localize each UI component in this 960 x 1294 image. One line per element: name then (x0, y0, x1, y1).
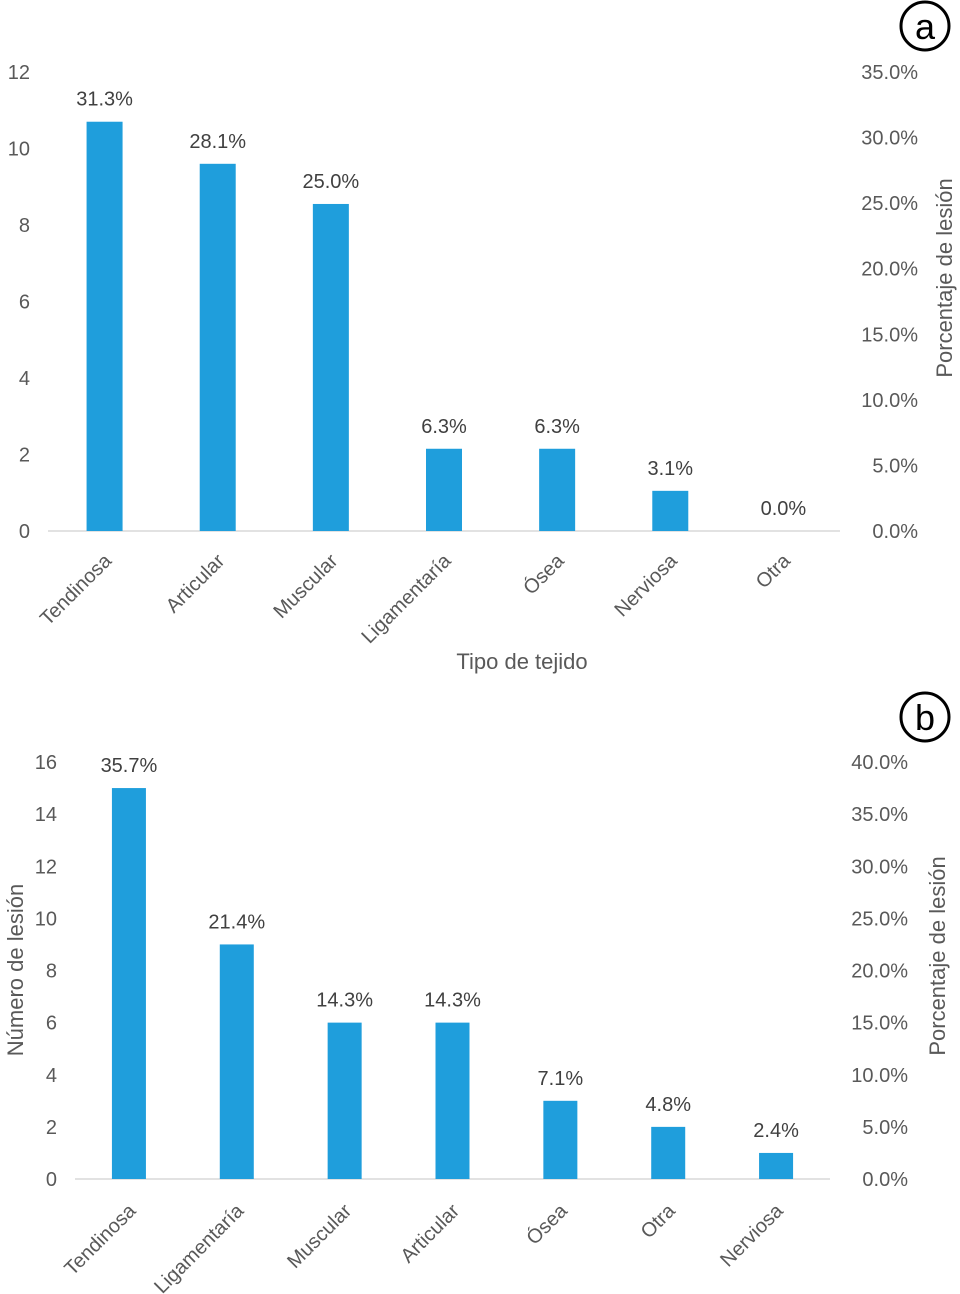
chart-b-y-tick-label: 2 (46, 1117, 57, 1139)
panel-b-letter-circle (899, 691, 951, 743)
chart-a-category-label: Ligamentaría (357, 549, 456, 648)
chart-b-y-tick-label: 0 (46, 1169, 57, 1191)
chart-a-y-tick-label: 8 (19, 215, 30, 237)
chart-b-data-label: 4.8% (645, 1094, 691, 1116)
chart-a-marks: 0 2 4 6 8 10 12 0.0% 5.0% 10.0% 15.0% 20.0% 25.0% 30.… (8, 62, 918, 648)
chart-b-y2-tick-label: 5.0% (862, 1117, 908, 1139)
chart-a-y2-tick-label: 20.0% (861, 259, 918, 281)
chart-b-data-label: 35.7% (101, 755, 158, 777)
chart-b-category-label: Ligamentaría (150, 1199, 249, 1294)
chart-b-bar (111, 788, 146, 1179)
chart-b-category-label: Nerviosa (716, 1199, 788, 1271)
chart-a-y2-tick-label: 30.0% (861, 128, 918, 150)
chart-a-y2-tick-label: 15.0% (861, 324, 918, 346)
chart-a-data-label: 6.3% (421, 416, 467, 438)
chart-a-y2-tick-label: 35.0% (861, 62, 918, 84)
chart-b: b 0 2 4 6 8 10 12 14 16 0.0% 5.0% 10.0% 15.0% 20.0% 25… (3, 691, 951, 1294)
chart-b-y2-tick-label: 15.0% (851, 1013, 908, 1035)
panel-b-letter: b (915, 697, 935, 738)
chart-a: a 0 2 4 6 8 10 12 0.0% 5.0% 10.0% 15.0% 20.0% 25.0% 3… (8, 0, 957, 674)
chart-a-data-label: 31.3% (76, 89, 133, 111)
chart-b-bar (543, 1100, 578, 1179)
chart-a-bar (86, 121, 123, 531)
chart-a-category-label: Articular (162, 550, 230, 618)
chart-b-y2-tick-label: 20.0% (851, 961, 908, 983)
chart-a-category-label: Muscular (269, 550, 342, 623)
chart-b-y2-tick-label: 40.0% (851, 752, 908, 774)
chart-b-category-label: Ósea (522, 1199, 573, 1250)
chart-a-data-label: 3.1% (647, 458, 693, 480)
chart-b-y2-tick-label: 0.0% (862, 1169, 908, 1191)
chart-a-category-label: Ósea (519, 549, 570, 600)
chart-b-data-label: 14.3% (424, 990, 481, 1012)
chart-b-category-label: Tendinosa (60, 1199, 141, 1280)
chart-a-y2-axis-title: Porcentaje de lesión (932, 178, 957, 377)
chart-b-y2-tick-label: 10.0% (851, 1065, 908, 1087)
chart-a-x-axis-title: Tipo de tejido (456, 649, 587, 674)
chart-b-marks: 0 2 4 6 8 10 12 14 16 0.0% 5.0% 10.0% 15.0% 20.0% 25.0… (35, 752, 908, 1294)
chart-b-data-label: 21.4% (208, 911, 265, 933)
chart-b-y-tick-label: 10 (35, 908, 57, 930)
chart-b-y2-axis-title: Porcentaje de lesión (925, 856, 950, 1055)
panel-a-letter-circle (899, 0, 951, 52)
chart-b-data-label: 2.4% (753, 1120, 799, 1142)
chart-b-category-label: Otra (637, 1199, 681, 1243)
chart-b-y2-tick-label: 30.0% (851, 856, 908, 878)
chart-a-bar (539, 448, 576, 531)
chart-a-y2-tick-label: 5.0% (872, 455, 918, 477)
panel-a-letter: a (915, 6, 936, 47)
chart-a-category-label: Otra (752, 549, 796, 593)
chart-a-y2-tick-label: 0.0% (872, 521, 918, 543)
chart-b-y-tick-label: 12 (35, 856, 57, 878)
chart-a-bar (426, 448, 462, 531)
chart-b-y-tick-label: 14 (35, 804, 57, 826)
chart-a-data-label: 6.3% (534, 416, 580, 438)
chart-a-y2-tick-label: 10.0% (861, 390, 918, 412)
chart-b-bar (327, 1022, 362, 1179)
chart-a-data-label: 25.0% (302, 171, 359, 193)
chart-b-data-label: 14.3% (316, 990, 373, 1012)
chart-b-y2-tick-label: 25.0% (851, 908, 908, 930)
chart-b-y-axis-title: Número de lesión (3, 884, 28, 1056)
chart-a-category-label: Tendinosa (36, 549, 117, 630)
chart-a-data-label: 0.0% (761, 498, 807, 520)
chart-b-category-label: Muscular (283, 1200, 356, 1273)
chart-b-bar (651, 1126, 686, 1179)
chart-a-bar (312, 203, 349, 531)
chart-a-y2-tick-label: 25.0% (861, 193, 918, 215)
chart-a-y-tick-label: 2 (19, 445, 30, 467)
chart-a-y-tick-label: 0 (19, 521, 30, 543)
chart-a-category-label: Nerviosa (610, 549, 682, 621)
chart-a-y-tick-label: 4 (19, 368, 30, 390)
chart-b-y-tick-label: 16 (35, 752, 57, 774)
chart-a-y-tick-label: 10 (8, 139, 30, 161)
chart-a-y-tick-label: 6 (19, 292, 30, 314)
chart-b-category-label: Articular (397, 1200, 465, 1268)
chart-b-bar (759, 1152, 794, 1179)
chart-a-y-tick-label: 12 (8, 62, 30, 84)
chart-b-data-label: 7.1% (538, 1068, 584, 1090)
chart-a-bar (199, 163, 236, 532)
chart-b-y-tick-label: 4 (46, 1065, 57, 1087)
chart-b-y-tick-label: 8 (46, 961, 57, 983)
chart-b-y2-tick-label: 35.0% (851, 804, 908, 826)
chart-b-bar (435, 1022, 470, 1179)
chart-b-bar (219, 944, 254, 1179)
chart-a-data-label: 28.1% (189, 131, 246, 153)
chart-b-y-tick-label: 6 (46, 1013, 57, 1035)
chart-a-bar (652, 490, 689, 531)
